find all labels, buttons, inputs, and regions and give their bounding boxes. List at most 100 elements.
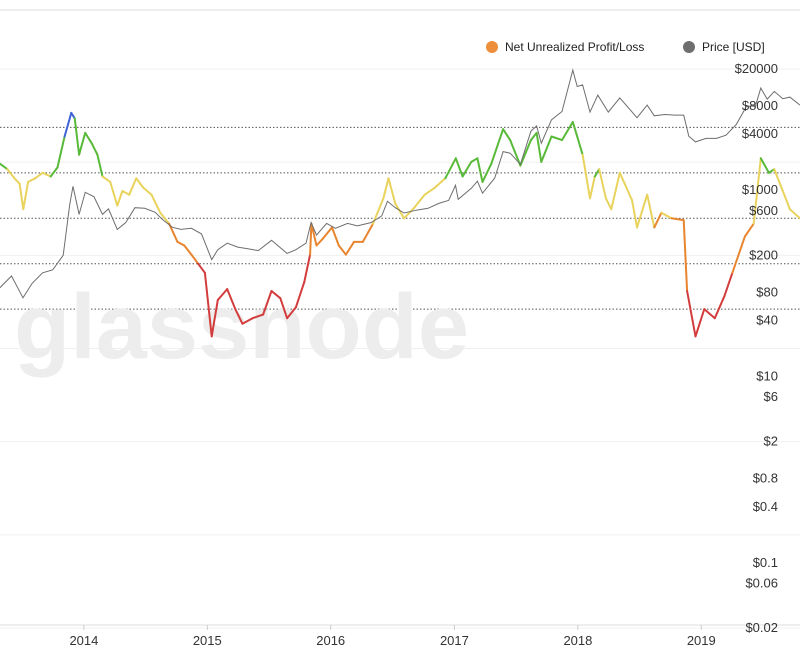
legend-nupl-label: Net Unrealized Profit/Loss (505, 40, 644, 54)
nupl-segment (109, 180, 119, 207)
nupl-segment (216, 288, 229, 301)
nupl-segment (382, 177, 390, 200)
nupl-segment (18, 182, 25, 211)
x-tick-label: 2014 (69, 633, 98, 648)
nupl-segment (403, 206, 416, 220)
nupl-segment (561, 121, 574, 142)
nupl-segment (529, 131, 538, 142)
nupl-segment (142, 186, 153, 196)
grid-layer (0, 9, 800, 629)
nupl-segment (598, 168, 607, 200)
nupl-segment (101, 175, 112, 183)
nupl-segment (631, 199, 638, 229)
nupl-segment (190, 253, 200, 265)
nupl-segment (767, 168, 776, 174)
y-tick-label: $200 (749, 247, 778, 262)
nupl-segment (251, 313, 265, 320)
nupl-segment (331, 226, 340, 247)
nupl-segment (387, 177, 397, 205)
nupl-segment (197, 262, 206, 274)
nupl-segment (73, 117, 81, 156)
nupl-segment (203, 271, 213, 338)
nupl-segment (270, 290, 282, 300)
nupl-segment (434, 177, 447, 189)
nupl-segment (670, 217, 685, 222)
nupl-segment (759, 157, 770, 174)
nupl-segment (372, 197, 385, 225)
nupl-segment (394, 202, 406, 220)
y-tick-label: $80 (756, 284, 778, 299)
nupl-segment (159, 211, 171, 225)
nupl-segment (337, 244, 347, 256)
nupl-segment (502, 128, 512, 142)
y-tick-label: $10 (756, 369, 778, 384)
nupl-segment (13, 177, 21, 185)
nupl-series (0, 111, 800, 338)
nupl-segment (788, 208, 800, 220)
nupl-segment (723, 271, 734, 298)
nupl-segment (262, 290, 273, 316)
nupl-segment (309, 222, 313, 256)
y-tick-label: $600 (749, 203, 778, 218)
nupl-segment (773, 168, 784, 192)
x-tick-label: 2016 (316, 633, 345, 648)
nupl-segment (70, 111, 76, 120)
legend-price-label: Price [USD] (702, 40, 765, 54)
nupl-segment (660, 211, 673, 220)
nupl-segment (310, 222, 318, 247)
nupl-segment (176, 240, 186, 247)
nupl-segment (96, 153, 104, 178)
y-tick-label: $4000 (742, 126, 778, 141)
y-tick-label: $1000 (742, 182, 778, 197)
nupl-segment (653, 211, 663, 229)
legend-item-price[interactable]: Price [USD] (683, 40, 765, 54)
nupl-segment (241, 317, 254, 325)
nupl-segment (571, 121, 579, 138)
nupl-segment (0, 162, 9, 171)
nupl-segment (540, 135, 553, 163)
watermark: glassnode (14, 276, 469, 378)
nupl-segment (461, 160, 473, 178)
nupl-segment (210, 299, 219, 338)
nupl-segment (234, 308, 244, 325)
nupl-segment (183, 244, 193, 256)
nupl-segment (78, 131, 87, 156)
nupl-segment (743, 222, 755, 238)
nupl-segment (361, 222, 374, 243)
nupl-segment (682, 219, 689, 292)
nupl-segment (344, 240, 355, 256)
nupl-segment (646, 193, 656, 229)
legend-nupl-dot (486, 41, 498, 53)
x-tick-label: 2019 (687, 633, 716, 648)
nupl-segment (470, 157, 479, 163)
nupl-segment (604, 197, 613, 211)
x-tick-label: 2018 (563, 633, 592, 648)
y-tick-label: $6 (764, 389, 778, 404)
nupl-segment (535, 131, 543, 163)
nupl-segment (286, 306, 297, 320)
y-tick-label: $0.1 (753, 555, 778, 570)
y-tick-label: $0.06 (745, 576, 778, 591)
nupl-segment (294, 280, 306, 309)
nupl-segment (444, 157, 457, 180)
nupl-segment (22, 180, 30, 211)
nupl-segment (589, 175, 596, 200)
nupl-segment (694, 308, 706, 338)
nupl-segment (41, 171, 52, 178)
y-tick-label: $0.02 (745, 620, 778, 635)
nupl-segment (509, 139, 522, 167)
nupl-segment (454, 157, 464, 178)
nupl-segment (481, 162, 493, 183)
nupl-segment (91, 142, 99, 156)
nupl-segment (315, 237, 325, 247)
nupl-segment (581, 153, 591, 200)
nupl-segment (423, 186, 437, 196)
x-tick-label: 2017 (440, 633, 469, 648)
legend-item-nupl[interactable]: Net Unrealized Profit/Loss (486, 40, 644, 54)
legend: Net Unrealized Profit/Loss Price [USD] (486, 40, 765, 54)
nupl-segment (413, 193, 426, 209)
nupl-segment (84, 131, 93, 145)
nupl-segment (116, 190, 124, 207)
y-tick-label: $8000 (742, 98, 778, 113)
